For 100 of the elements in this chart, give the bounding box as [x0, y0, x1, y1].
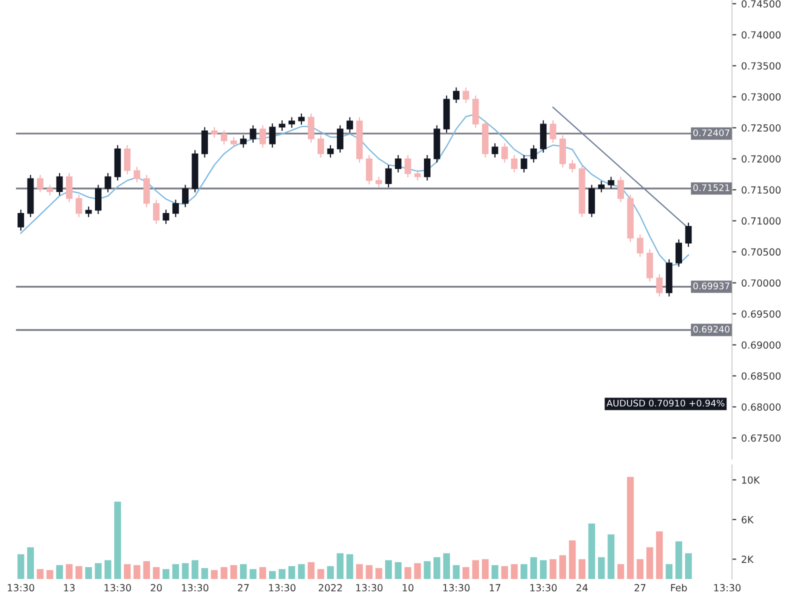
candlestick — [269, 122, 276, 148]
candlestick — [366, 154, 372, 185]
candlestick — [530, 144, 537, 164]
bar — [46, 570, 54, 579]
bar — [336, 553, 344, 579]
bar — [66, 564, 73, 579]
x-tick-label: 13:30 — [714, 584, 741, 592]
bar — [434, 557, 440, 579]
bar — [220, 567, 228, 579]
bar — [317, 569, 324, 579]
y-tick-label: 0.68000 — [742, 403, 781, 411]
x-tick-label: 27 — [238, 584, 249, 592]
candlestick — [211, 126, 218, 138]
bar — [114, 502, 121, 579]
bar — [124, 564, 131, 579]
x-tick-label: 17 — [490, 584, 500, 592]
y-tick-label: 0.72000 — [742, 155, 781, 163]
candlestick — [240, 134, 247, 148]
candlestick — [520, 154, 528, 173]
bar — [17, 554, 24, 579]
bar — [685, 553, 692, 579]
candlestick — [318, 134, 324, 158]
candlestick — [685, 222, 692, 248]
bar — [172, 564, 180, 579]
bar — [656, 531, 663, 579]
candlestick — [414, 169, 421, 182]
bar — [27, 547, 34, 579]
x-tick-label: 13 — [64, 584, 75, 592]
bar — [152, 567, 160, 579]
candlestick — [288, 116, 296, 128]
bar — [366, 565, 373, 579]
bar — [617, 564, 624, 579]
x-tick-label: 24 — [576, 584, 588, 592]
bar — [230, 565, 238, 579]
y-tick-label: 0.71000 — [742, 217, 781, 225]
y-tick-label: 0.70500 — [742, 248, 781, 256]
candlestick — [36, 174, 44, 193]
bar — [143, 561, 150, 579]
candlestick — [617, 176, 624, 203]
bar — [492, 565, 498, 579]
bar — [636, 559, 644, 579]
bar — [56, 565, 63, 579]
ref-line-label: 0.72407 — [693, 129, 730, 136]
bar — [76, 566, 82, 579]
x-tick-label: 10 — [402, 584, 414, 592]
candlestick — [676, 238, 682, 268]
candlestick — [550, 120, 556, 144]
candlestick — [259, 124, 266, 148]
bar — [269, 571, 276, 579]
candlestick — [76, 194, 82, 218]
candlestick — [511, 154, 518, 173]
bar — [134, 565, 140, 579]
bar — [394, 562, 402, 579]
candlestick — [104, 172, 112, 193]
bar — [424, 561, 431, 579]
x-tick-label: 2022 — [318, 584, 342, 592]
bar — [36, 569, 44, 579]
candlestick — [327, 144, 334, 158]
candlestick — [308, 112, 314, 144]
candlestick — [153, 199, 160, 224]
candlestick — [404, 154, 412, 178]
candlestick — [394, 154, 402, 173]
bar — [375, 568, 382, 579]
candlestick — [598, 180, 605, 193]
y-tick-label: 0.69500 — [742, 310, 781, 318]
bar — [385, 560, 392, 579]
bar — [346, 554, 354, 579]
line-series — [20, 114, 690, 266]
bar — [666, 564, 672, 579]
bar — [104, 560, 112, 579]
candlestick — [298, 112, 305, 126]
bar — [308, 562, 314, 579]
candlestick — [134, 166, 140, 183]
y-tick-label: 0.74000 — [742, 31, 781, 39]
candlestick — [336, 124, 344, 154]
bar — [443, 553, 450, 579]
candlestick — [636, 234, 644, 258]
bar — [192, 560, 198, 579]
candlestick — [56, 172, 63, 196]
bar — [162, 569, 170, 579]
bar — [568, 540, 576, 579]
y-tick-label: 6K — [742, 516, 754, 524]
y-tick-label: 10K — [742, 476, 760, 484]
x-tick-label: Feb — [671, 584, 687, 592]
bar — [182, 563, 189, 579]
candlestick — [569, 159, 576, 173]
candlestick — [201, 126, 208, 158]
candlestick — [278, 120, 286, 132]
bar — [85, 567, 92, 579]
bar — [608, 534, 614, 579]
candlestick — [656, 274, 663, 298]
candlestick — [85, 206, 92, 218]
bar — [501, 566, 508, 579]
bar — [356, 564, 363, 579]
candlestick — [94, 184, 102, 215]
candlestick — [230, 136, 237, 148]
bar — [646, 547, 654, 579]
bar — [472, 560, 479, 579]
y-tick-label: 0.67500 — [742, 434, 781, 442]
y-tick-label: 0.69000 — [742, 341, 781, 349]
